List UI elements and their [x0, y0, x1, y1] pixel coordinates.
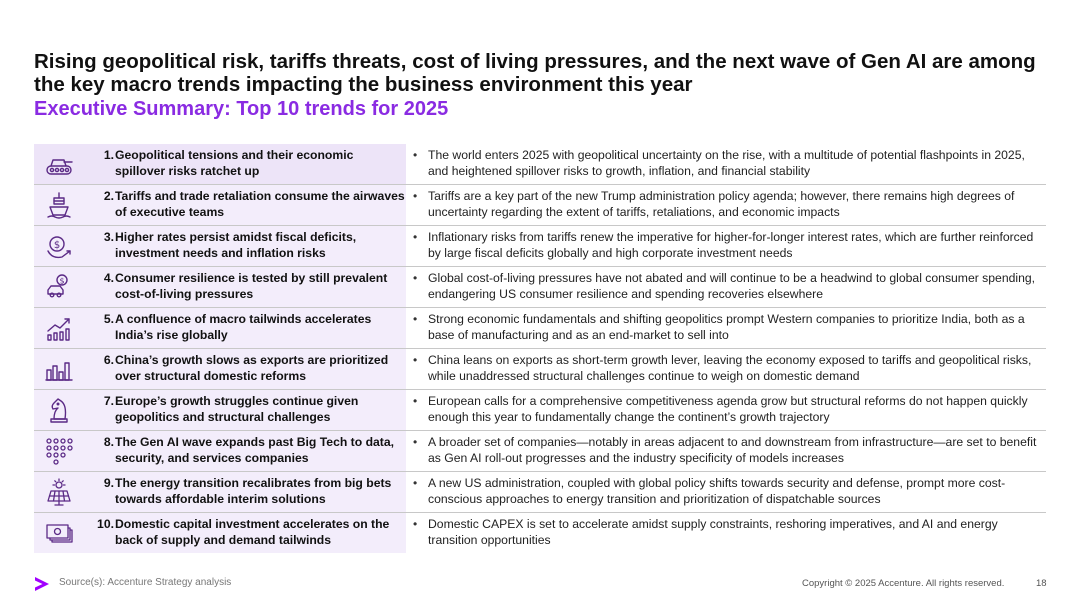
trend-title-cell: 2. Tariffs and trade retaliation consume… — [34, 185, 406, 225]
trend-row: 10. Domestic capital investment accelera… — [34, 513, 1046, 554]
source-note: Source(s): Accenture Strategy analysis — [59, 577, 232, 588]
trend-title-cell: 6. China’s growth slows as exports are p… — [34, 349, 406, 389]
trend-number: 4. — [103, 271, 114, 285]
bullet-marker: • — [413, 148, 418, 162]
trend-description: A new US administration, coupled with gl… — [428, 476, 1006, 506]
trend-title-cell: $ 4. Consumer resilience is tested by st… — [34, 267, 406, 307]
trend-number: 7. — [103, 394, 114, 408]
trend-number: 8. — [103, 435, 114, 449]
trend-description: European calls for a comprehensive compe… — [428, 394, 1028, 424]
trend-title: Tariffs and trade retaliation consume th… — [115, 189, 405, 219]
trend-row: 2. Tariffs and trade retaliation consume… — [34, 185, 1046, 226]
trend-row: 7. Europe’s growth struggles continue gi… — [34, 390, 1046, 431]
car-dollar-icon: $ — [40, 270, 78, 304]
trend-row: 9. The energy transition recalibrates fr… — [34, 472, 1046, 513]
trend-description: Global cost-of-living pressures have not… — [428, 271, 1036, 301]
trend-title: China’s growth slows as exports are prio… — [115, 353, 389, 383]
solar-panel-icon — [40, 475, 78, 509]
trend-number: 6. — [103, 353, 114, 367]
trend-description: Domestic CAPEX is set to accelerate amid… — [428, 517, 998, 547]
trend-number: 3. — [103, 230, 114, 244]
trend-number: 5. — [103, 312, 114, 326]
trend-title-cell: 1. Geopolitical tensions and their econo… — [34, 144, 406, 184]
svg-text:$: $ — [59, 277, 64, 286]
trend-description: A broader set of companies—notably in ar… — [428, 435, 1037, 465]
network-dots-icon — [40, 434, 78, 468]
bullet-marker: • — [413, 230, 418, 244]
bullet-marker: • — [413, 394, 418, 408]
trend-title-cell: 9. The energy transition recalibrates fr… — [34, 472, 406, 512]
trend-title: A confluence of macro tailwinds accelera… — [115, 312, 372, 342]
trend-number: 2. — [103, 189, 114, 203]
page-number: 18 — [1036, 578, 1047, 589]
trend-title: Geopolitical tensions and their economic… — [115, 148, 354, 178]
page-title: Rising geopolitical risk, tariffs threat… — [34, 50, 1036, 96]
dollar-cycle-icon: $ — [40, 229, 78, 263]
page-subtitle: Executive Summary: Top 10 trends for 202… — [34, 98, 449, 120]
cash-stack-icon — [40, 516, 78, 550]
trend-description: Tariffs are a key part of the new Trump … — [428, 189, 1015, 219]
svg-text:$: $ — [54, 240, 60, 251]
bullet-marker: • — [413, 189, 418, 203]
bar-chart-icon — [40, 352, 78, 386]
bullet-marker: • — [413, 312, 418, 326]
trend-row: 8. The Gen AI wave expands past Big Tech… — [34, 431, 1046, 472]
trend-title-cell: 5. A confluence of macro tailwinds accel… — [34, 308, 406, 348]
copyright-notice: Copyright © 2025 Accenture. All rights r… — [802, 578, 1005, 589]
trend-title: The Gen AI wave expands past Big Tech to… — [115, 435, 395, 465]
trend-description: The world enters 2025 with geopolitical … — [428, 148, 1025, 178]
trend-description: Strong economic fundamentals and shiftin… — [428, 312, 1025, 342]
bullet-marker: • — [413, 476, 418, 490]
bullet-marker: • — [413, 353, 418, 367]
trend-number: 1. — [103, 148, 114, 162]
rising-chart-icon — [40, 311, 78, 345]
trend-description: Inflationary risks from tariffs renew th… — [428, 230, 1034, 260]
trend-title: Domestic capital investment accelerates … — [115, 517, 390, 547]
trend-title-cell: 10. Domestic capital investment accelera… — [34, 513, 406, 553]
trend-number: 9. — [103, 476, 114, 490]
trend-title: The energy transition recalibrates from … — [115, 476, 392, 506]
trends-table: 1. Geopolitical tensions and their econo… — [34, 144, 1046, 554]
trend-description: China leans on exports as short-term gro… — [428, 353, 1032, 383]
trend-title: Higher rates persist amidst fiscal defic… — [115, 230, 357, 260]
trend-title: Consumer resilience is tested by still p… — [115, 271, 388, 301]
bullet-marker: • — [413, 517, 418, 531]
bullet-marker: • — [413, 435, 418, 449]
trend-row: $ 3. Higher rates persist amidst fiscal … — [34, 226, 1046, 267]
trend-title: Europe’s growth struggles continue given… — [115, 394, 359, 424]
trend-number: 10. — [97, 517, 114, 531]
trend-row: 1. Geopolitical tensions and their econo… — [34, 144, 1046, 185]
trend-title-cell: 7. Europe’s growth struggles continue gi… — [34, 390, 406, 430]
trend-title-cell: 8. The Gen AI wave expands past Big Tech… — [34, 431, 406, 471]
cargo-ship-icon — [40, 188, 78, 222]
bullet-marker: • — [413, 271, 418, 285]
trend-row: 5. A confluence of macro tailwinds accel… — [34, 308, 1046, 349]
trend-row: 6. China’s growth slows as exports are p… — [34, 349, 1046, 390]
tank-icon — [40, 147, 78, 181]
trend-row: $ 4. Consumer resilience is tested by st… — [34, 267, 1046, 308]
accenture-logo-icon — [33, 575, 51, 593]
trend-title-cell: $ 3. Higher rates persist amidst fiscal … — [34, 226, 406, 266]
chess-knight-icon — [40, 393, 78, 427]
